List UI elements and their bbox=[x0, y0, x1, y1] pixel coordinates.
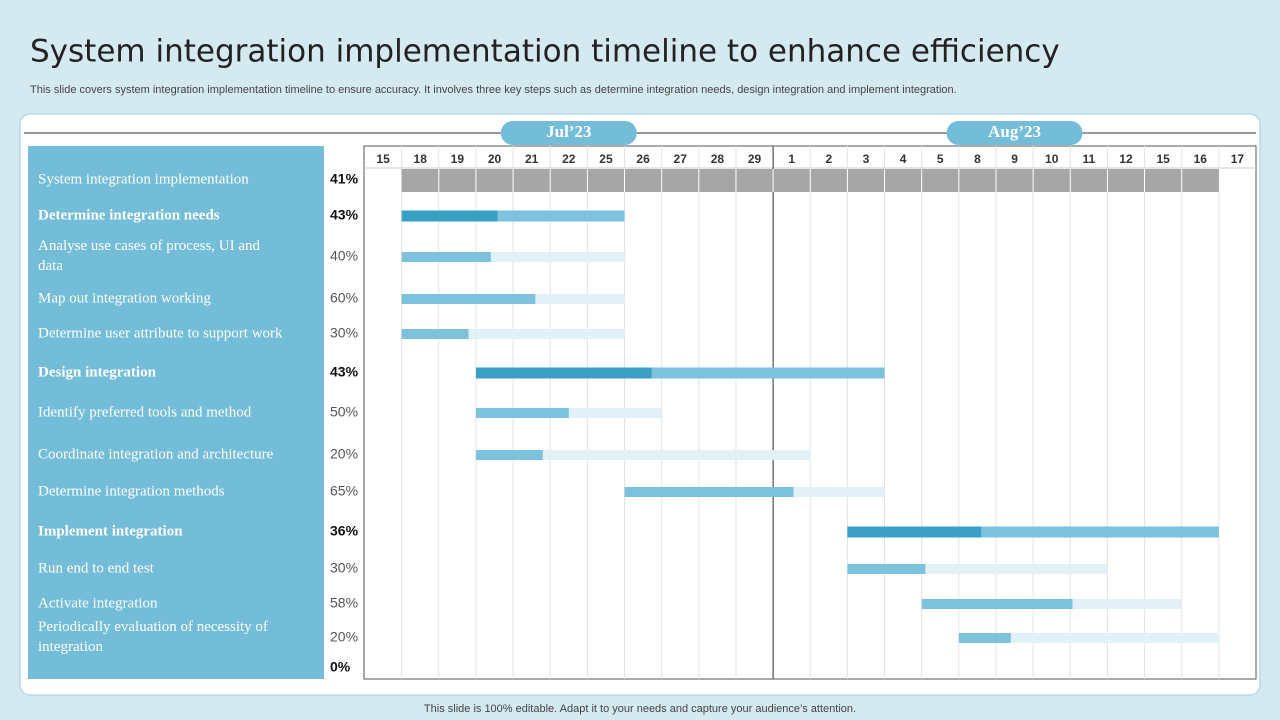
progress-bar bbox=[958, 633, 1011, 643]
progress-label: 43% bbox=[330, 364, 359, 380]
x-tick-label: 10 bbox=[1045, 152, 1059, 166]
task-label-line: data bbox=[38, 258, 63, 274]
task-label: Map out integration working bbox=[38, 290, 211, 306]
task-label: Determine integration needs bbox=[38, 207, 220, 223]
x-tick-label: 15 bbox=[1156, 152, 1170, 166]
progress-bar bbox=[401, 252, 491, 262]
x-tick-label: 26 bbox=[636, 152, 650, 166]
progress-bar bbox=[401, 294, 536, 304]
task-label: Design integration bbox=[38, 364, 157, 380]
x-tick-label: 29 bbox=[748, 152, 762, 166]
footer: This slide is 100% editable. Adapt it to… bbox=[424, 703, 856, 715]
x-tick-label: 17 bbox=[1231, 152, 1245, 166]
progress-label: 36% bbox=[330, 523, 359, 539]
task-panel bbox=[28, 146, 324, 679]
frame bbox=[19, 113, 1261, 696]
task-label: Activate integration bbox=[38, 595, 158, 611]
progress-label: 0% bbox=[330, 659, 351, 675]
x-tick-label: 20 bbox=[488, 152, 502, 166]
x-tick-label: 3 bbox=[863, 152, 870, 166]
x-tick-label: 22 bbox=[562, 152, 576, 166]
x-tick-label: 11 bbox=[1083, 152, 1096, 166]
task-label-line: Periodically evaluation of necessity of bbox=[38, 619, 268, 635]
progress-label: 20% bbox=[330, 446, 358, 462]
task-label: Periodically evaluation of necessity of i… bbox=[38, 619, 268, 655]
x-tick-label: 28 bbox=[711, 152, 725, 166]
task-label: Coordinate integration and architecture bbox=[38, 446, 274, 462]
task-label: Determine user attribute to support work bbox=[38, 325, 283, 341]
x-tick-label: 2 bbox=[825, 152, 832, 166]
task-label: System integration implementation bbox=[38, 171, 249, 187]
subtitle: This slide covers system integration imp… bbox=[30, 84, 957, 96]
x-tick-label: 16 bbox=[1194, 152, 1208, 166]
progress-bar bbox=[624, 487, 794, 497]
month-pill bbox=[946, 121, 1083, 145]
task-label: Implement integration bbox=[38, 523, 183, 539]
x-tick-label: 18 bbox=[414, 152, 428, 166]
progress-label: 41% bbox=[330, 171, 359, 187]
x-tick-label: 1 bbox=[788, 152, 795, 166]
progress-label: 58% bbox=[330, 595, 358, 611]
x-tick-label: 21 bbox=[525, 152, 539, 166]
task-bar bbox=[847, 526, 1219, 538]
month-label: Aug’23 bbox=[988, 122, 1041, 141]
x-tick-label: 27 bbox=[674, 152, 688, 166]
task-label-line: integration bbox=[38, 639, 103, 655]
task-label: Run end to end test bbox=[38, 560, 155, 576]
progress-bar bbox=[475, 408, 569, 418]
progress-bar bbox=[401, 329, 469, 339]
x-tick-label: 19 bbox=[451, 152, 465, 166]
progress-label: 65% bbox=[330, 483, 358, 499]
task-bar bbox=[958, 633, 1219, 643]
x-tick-label: 4 bbox=[900, 152, 907, 166]
progress-label: 30% bbox=[330, 325, 358, 341]
task-bar bbox=[401, 252, 625, 262]
task-bar bbox=[475, 450, 811, 460]
task-label: Analyse use cases of process, UI and data bbox=[38, 238, 261, 274]
task-label: Identify preferred tools and method bbox=[38, 404, 252, 420]
x-tick-label: 8 bbox=[974, 152, 981, 166]
title: System integration implementation timeli… bbox=[30, 34, 1060, 70]
x-tick-label: 5 bbox=[937, 152, 944, 166]
progress-label: 50% bbox=[330, 404, 358, 420]
progress-label: 40% bbox=[330, 248, 358, 264]
progress-bar bbox=[921, 599, 1073, 609]
progress-label: 43% bbox=[330, 207, 359, 223]
task-bar bbox=[847, 564, 1108, 574]
month-label: Jul’23 bbox=[546, 122, 591, 141]
x-tick-label: 9 bbox=[1011, 152, 1018, 166]
progress-bar bbox=[847, 564, 926, 574]
progress-label: 60% bbox=[330, 290, 358, 306]
x-tick-label: 15 bbox=[376, 152, 390, 166]
progress-label: 20% bbox=[330, 629, 358, 645]
task-bar bbox=[475, 408, 662, 418]
task-label: Determine integration methods bbox=[38, 483, 225, 499]
task-bar bbox=[475, 367, 885, 379]
progress-bar bbox=[401, 210, 498, 222]
progress-bar bbox=[475, 450, 543, 460]
x-tick-label: 12 bbox=[1119, 152, 1133, 166]
task-label-line: Analyse use cases of process, UI and bbox=[38, 238, 261, 254]
task-bar bbox=[401, 329, 625, 339]
progress-bar bbox=[475, 367, 652, 379]
progress-bar bbox=[847, 526, 982, 538]
progress-label: 30% bbox=[330, 560, 358, 576]
x-tick-label: 25 bbox=[599, 152, 613, 166]
task-bar bbox=[401, 210, 625, 222]
month-pill bbox=[500, 121, 637, 145]
